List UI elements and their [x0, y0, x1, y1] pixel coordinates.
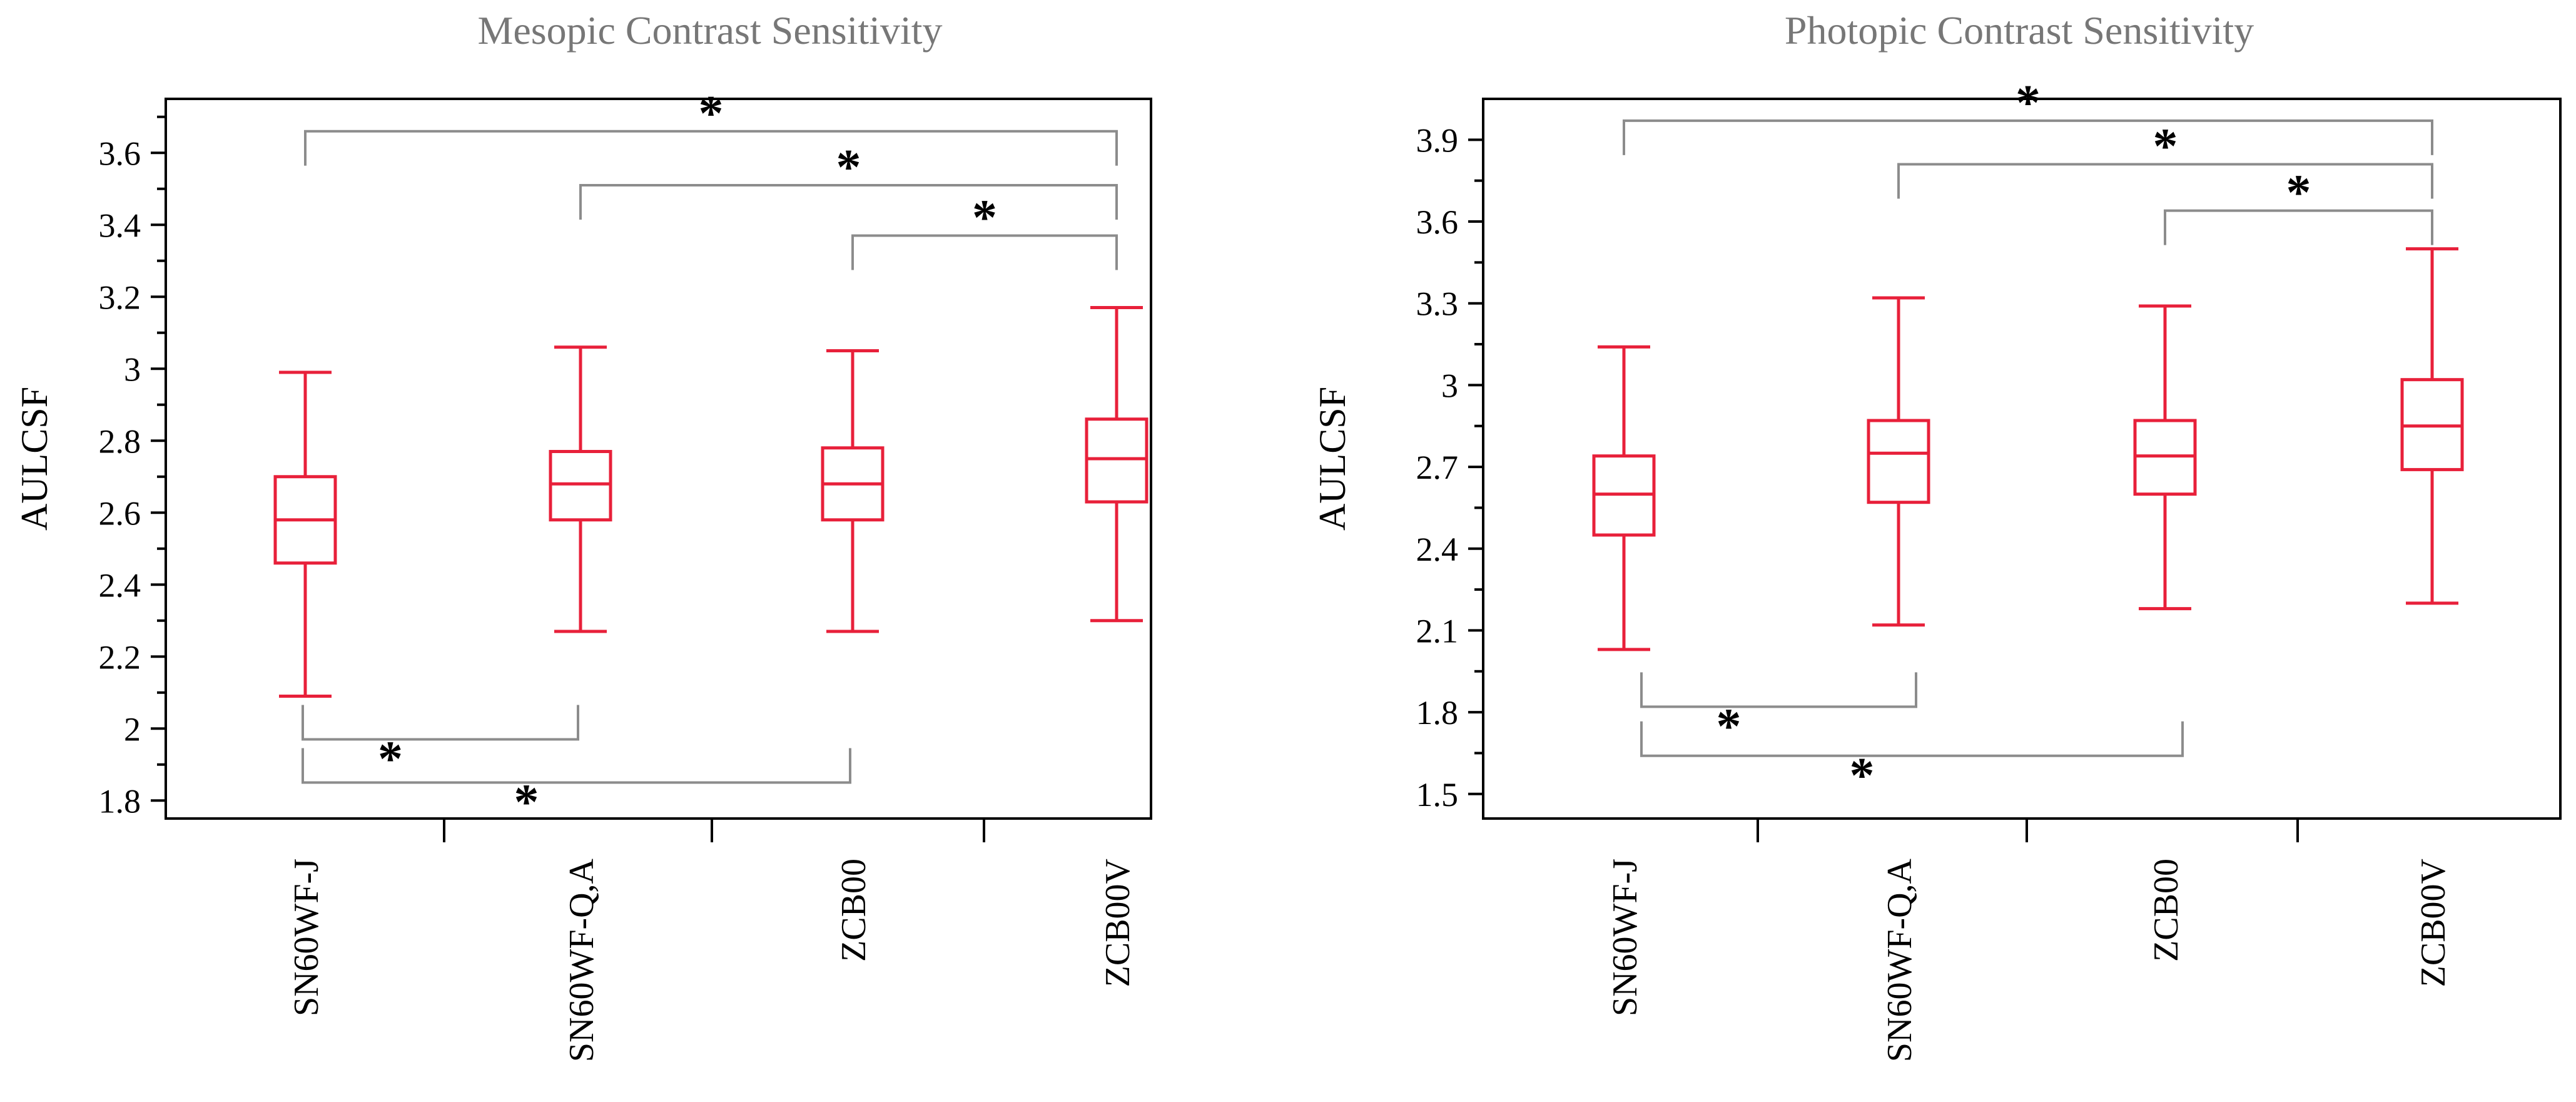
photopic-chart: Photopic Contrast Sensitivity AULCSF 1.5 1.… — [1312, 8, 2562, 1062]
y-tick-label: 3.2 — [99, 278, 141, 316]
x-category-label: SN60WF-Q,A — [1880, 858, 1919, 1062]
y-axis-label: AULCSF — [1312, 387, 1353, 531]
iqr-box — [549, 450, 612, 522]
significance-star: * — [972, 191, 997, 246]
significance-star: * — [2153, 120, 2178, 175]
significance-bracket — [1640, 672, 1917, 708]
plot-frame — [1482, 98, 2562, 820]
box-4 — [2400, 247, 2464, 605]
significance-star: * — [514, 775, 539, 830]
significance-bracket — [851, 234, 1118, 270]
y-tick-label: 2.6 — [99, 494, 141, 532]
significance-star: * — [2286, 166, 2311, 221]
chart-title: Photopic Contrast Sensitivity — [1785, 8, 2254, 53]
significance-star: * — [378, 732, 403, 787]
y-tick-label: 1.5 — [1416, 776, 1459, 814]
significance-bracket — [579, 184, 1118, 220]
box-4 — [1085, 306, 1149, 623]
iqr-box — [1085, 417, 1149, 504]
x-category-label: ZCB00V — [1098, 859, 1137, 987]
significance-bracket — [1640, 721, 2184, 757]
y-tick-label: 3 — [1441, 367, 1458, 404]
y-tick-label: 3 — [124, 350, 141, 388]
significance-bracket — [2164, 209, 2433, 245]
box-1 — [1592, 345, 1656, 651]
significance-bracket — [302, 748, 851, 784]
y-tick-label: 2.2 — [99, 638, 141, 676]
y-tick-label: 3.6 — [1416, 203, 1459, 241]
significance-star: * — [1850, 748, 1875, 804]
box-1 — [273, 370, 337, 698]
box-3 — [821, 349, 885, 633]
significance-bracket — [304, 130, 1118, 166]
x-category-label: SN60WF-J — [1606, 859, 1645, 1016]
significance-bracket — [1623, 119, 2433, 155]
y-tick-label: 3.4 — [99, 207, 141, 244]
significance-star: * — [1716, 699, 1742, 754]
y-tick-label: 2.4 — [1416, 531, 1459, 568]
significance-star: * — [836, 140, 861, 195]
y-tick-label: 3.9 — [1416, 121, 1459, 159]
mesopic-chart: Mesopic Contrast Sensitivity AULCSF 1.8 2 2.… — [14, 8, 1152, 1062]
box-2 — [1867, 296, 1930, 627]
y-tick-label: 3.3 — [1416, 285, 1459, 323]
y-tick-label: 2 — [124, 710, 141, 748]
significance-bracket — [302, 705, 579, 741]
y-axis-label: AULCSF — [14, 387, 55, 531]
significance-star: * — [2016, 76, 2041, 131]
x-category-label: ZCB00 — [834, 859, 873, 962]
y-tick-label: 2.8 — [99, 422, 141, 460]
y-tick-label: 1.8 — [99, 782, 141, 820]
chart-title: Mesopic Contrast Sensitivity — [477, 8, 942, 53]
y-tick-label: 1.8 — [1416, 694, 1459, 732]
y-tick-label: 3.6 — [99, 135, 141, 172]
y-tick-label: 2.7 — [1416, 449, 1459, 486]
x-category-label: SN60WF-Q,A — [562, 858, 601, 1062]
iqr-box — [1867, 419, 1930, 504]
x-category-label: ZCB00V — [2414, 859, 2453, 987]
x-category-label: ZCB00 — [2147, 859, 2186, 962]
box-3 — [2133, 304, 2197, 611]
significance-bracket — [1897, 163, 2433, 199]
significance-star: * — [699, 86, 724, 141]
plot-frame — [165, 98, 1152, 820]
box-2 — [549, 345, 612, 633]
x-category-label: SN60WF-J — [287, 859, 326, 1016]
y-tick-label: 2.1 — [1416, 612, 1459, 650]
y-tick-label: 2.4 — [99, 566, 141, 604]
